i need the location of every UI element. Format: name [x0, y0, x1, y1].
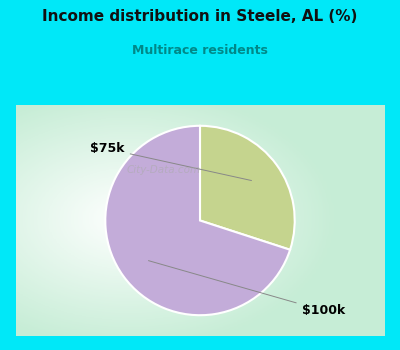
Text: $75k: $75k — [90, 142, 252, 181]
Text: Income distribution in Steele, AL (%): Income distribution in Steele, AL (%) — [42, 9, 358, 24]
Text: City-Data.com: City-Data.com — [126, 165, 200, 175]
Text: $100k: $100k — [148, 261, 345, 317]
Wedge shape — [105, 126, 290, 315]
Wedge shape — [200, 126, 295, 250]
Text: Multirace residents: Multirace residents — [132, 44, 268, 57]
